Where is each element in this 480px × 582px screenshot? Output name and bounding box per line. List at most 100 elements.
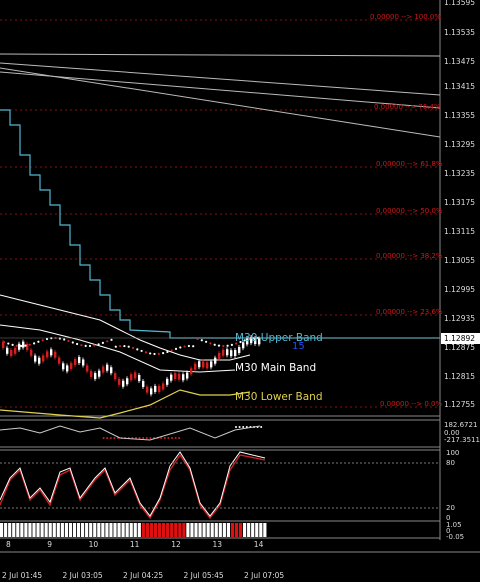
lower-band-line — [0, 389, 251, 419]
price-label: 1.12875 — [444, 343, 475, 352]
stoch-axis-label: 100 — [446, 449, 459, 457]
dot — [58, 337, 62, 340]
candle-body — [90, 371, 93, 378]
histo-cell — [162, 523, 166, 537]
stoch-signal — [0, 453, 266, 520]
cci-dot — [242, 426, 245, 428]
dot — [209, 342, 212, 345]
cci-dot — [102, 437, 105, 439]
candle-body — [118, 378, 121, 385]
candle-body — [58, 357, 61, 364]
candle-body — [122, 380, 125, 387]
candle-body — [234, 349, 237, 356]
cci-dot — [167, 437, 170, 439]
candle-body — [258, 338, 261, 345]
histo-cell — [218, 523, 222, 537]
histo-cell — [166, 523, 170, 537]
candle-body — [110, 367, 113, 374]
bar-number: 11 — [130, 540, 140, 549]
candle-body — [250, 337, 253, 344]
histo-cell — [68, 523, 73, 537]
fib-label: 0.00000 --> 50.0% — [376, 207, 443, 215]
dot — [80, 344, 83, 347]
price-label: 1.13235 — [444, 169, 475, 178]
histo-cell — [4, 523, 8, 537]
histo-axis-label: 1.05 — [446, 521, 462, 529]
candle-body — [154, 385, 157, 392]
dot — [67, 339, 70, 342]
histo-cell — [93, 523, 97, 537]
histo-cell — [109, 523, 113, 537]
histo-cell — [12, 523, 16, 537]
price-label: 1.12935 — [444, 314, 475, 323]
candle-body — [218, 352, 221, 359]
time-label: 2 Jul 01:45 — [2, 571, 42, 580]
candle-body — [42, 355, 45, 362]
price-label: 1.13595 — [444, 0, 475, 7]
histo-cell — [97, 523, 101, 537]
dot — [157, 352, 160, 355]
dot — [235, 342, 238, 345]
candle-body — [162, 383, 165, 390]
stoch-main — [0, 451, 266, 517]
dot — [170, 349, 173, 352]
histo-cell — [149, 523, 154, 537]
fib-lines — [0, 19, 440, 408]
price-label: 1.12815 — [444, 372, 475, 381]
histo-cell — [125, 523, 129, 537]
dot — [131, 346, 135, 349]
histo-cell — [24, 523, 28, 537]
histo-cell — [48, 523, 52, 537]
fib-label: 0.00000 --> 23.6% — [376, 308, 443, 316]
histo-cell — [234, 523, 239, 537]
dot — [200, 339, 203, 342]
candle-body — [182, 374, 185, 381]
time-label: 2 Jul 07:05 — [244, 571, 284, 580]
stoch-axis-label: 0 — [446, 514, 450, 522]
candle-body — [230, 350, 233, 357]
cci-dot — [238, 426, 241, 428]
bar-number: 9 — [47, 540, 52, 549]
price-label: 1.13355 — [444, 111, 475, 120]
candle-body — [126, 378, 129, 385]
histo-cell — [8, 523, 12, 537]
histo-cell — [36, 523, 40, 537]
histo-cell — [64, 523, 68, 537]
histo-cell — [105, 523, 109, 537]
dot — [179, 346, 182, 349]
cci-dot — [174, 437, 177, 439]
cci-dot — [106, 437, 109, 439]
price-label: 1.13175 — [444, 198, 475, 207]
candle-body — [178, 373, 181, 380]
histo-cell — [194, 523, 198, 537]
candles — [2, 335, 261, 397]
marker-label: 15 — [292, 341, 305, 352]
dot — [76, 342, 79, 346]
candle-body — [14, 347, 17, 354]
candle-body — [26, 343, 29, 350]
candle-body — [54, 351, 57, 358]
bar-number: 12 — [171, 540, 181, 549]
candle-body — [198, 361, 201, 368]
candle-body — [214, 357, 217, 364]
upper-band-line — [0, 109, 440, 339]
histo-cell — [157, 523, 162, 537]
histo-cell — [121, 523, 125, 537]
price-label: 1.13415 — [444, 82, 475, 91]
price-label: 1.13475 — [444, 57, 475, 66]
dot — [192, 345, 195, 348]
dot — [88, 344, 92, 348]
candle-body — [78, 356, 81, 363]
histo-cell — [32, 523, 36, 537]
histo-cell — [170, 523, 174, 537]
candle-body — [202, 361, 205, 368]
candle-body — [2, 342, 5, 348]
dot — [166, 350, 169, 354]
candle-body — [130, 374, 133, 381]
bar-number: 14 — [254, 540, 264, 549]
histo-cell — [198, 523, 202, 537]
cci-dot — [245, 426, 248, 428]
dot — [213, 343, 216, 346]
trend-lines — [0, 53, 441, 138]
histo-cell — [60, 523, 64, 537]
